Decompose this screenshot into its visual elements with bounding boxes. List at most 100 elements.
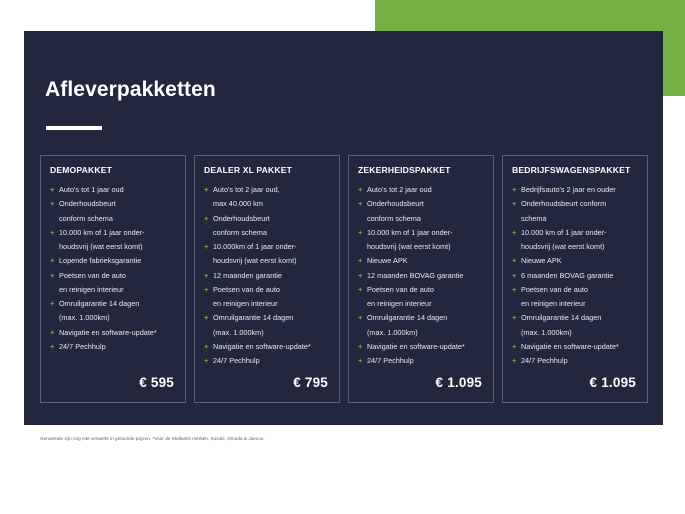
package-feature-label: Auto's tot 2 jaar oud: [367, 185, 432, 194]
package-feature-item: houdsvrij (wat eerst komt): [512, 241, 638, 252]
package-feature-label: Nieuwe APK: [521, 256, 562, 266]
package-feature-item: houdsvrij (wat eerst komt): [204, 255, 330, 266]
package-feature-label: Poetsen van de auto: [367, 284, 434, 294]
package-feature-item: + Onderhoudsbeurt: [50, 198, 176, 209]
package-feature-label: Onderhoudsbeurt: [367, 199, 424, 209]
package-feature-label: houdsvrij (wat eerst komt): [521, 242, 605, 252]
package-feature-list: + Auto's tot 2 jaar oud + Onderhoudsbeurt co…: [358, 184, 484, 369]
package-feature-label: Poetsen van de auto: [213, 284, 280, 294]
package-feature-item: conform schema: [204, 227, 330, 238]
package-feature-label: 24/7 Pechhulp: [521, 356, 568, 366]
package-feature-label: (max. 1.000km): [59, 313, 110, 323]
package-feature-label: 10.000 km of 1 jaar onder-: [521, 227, 607, 237]
plus-icon: +: [50, 299, 55, 309]
package-feature-label: Onderhoudsbeurt: [59, 199, 116, 209]
package-feature-item: +10.000 km of 1 jaar onder-: [512, 227, 638, 238]
package-feature-label: Navigatie en software-update*: [521, 341, 619, 351]
package-feature-label: en reinigen interieur: [521, 299, 586, 309]
plus-icon: +: [512, 270, 517, 280]
package-card[interactable]: DEMOPAKKET + Auto's tot 1 jaar oud + Onderho…: [40, 155, 186, 403]
package-feature-label: houdsvrij (wat eerst komt): [213, 256, 297, 266]
package-feature-label: conform schema: [59, 213, 113, 223]
package-feature-label: Omruilgarantie 14 dagen: [367, 313, 448, 323]
plus-icon: +: [358, 227, 363, 237]
plus-icon: +: [204, 313, 209, 323]
package-feature-item: (max. 1.000km): [50, 312, 176, 323]
plus-icon: +: [204, 242, 209, 252]
package-feature-item: + Poetsen van de auto: [512, 284, 638, 295]
package-feature-item: (max. 1.000km): [512, 327, 638, 338]
package-feature-label: houdsvrij (wat eerst komt): [59, 242, 143, 252]
title-underline-rule: [46, 126, 102, 130]
package-feature-item: + Onderhoudsbeurt conform: [512, 198, 638, 209]
package-feature-item: + Omruilgarantie 14 dagen: [512, 312, 638, 323]
package-feature-item: +6 maanden BOVAG garantie: [512, 270, 638, 281]
package-card[interactable]: BEDRIJFSWAGENSPAKKET + Bedrijfsauto's 2 ja…: [502, 155, 648, 403]
plus-icon: +: [358, 313, 363, 323]
package-feature-label: conform schema: [213, 227, 267, 237]
plus-icon: +: [50, 185, 55, 194]
plus-icon: +: [512, 284, 517, 294]
package-feature-label: en reinigen interieur: [59, 284, 124, 294]
package-feature-label: Lopende fabrieksgarantie: [59, 256, 142, 266]
page-title: Afleverpakketten: [45, 78, 216, 101]
package-feature-label: (max. 1.000km): [213, 327, 264, 337]
package-feature-item: + Auto's tot 1 jaar oud: [50, 184, 176, 195]
package-feature-item: + Omruilgarantie 14 dagen: [204, 312, 330, 323]
plus-icon: +: [50, 199, 55, 209]
package-card[interactable]: DEALER XL PAKKET + Auto's tot 2 jaar oud, m…: [194, 155, 340, 403]
package-feature-item: + Bedrijfsauto's 2 jaar en ouder: [512, 184, 638, 195]
package-feature-label: Onderhoudsbeurt conform: [521, 199, 607, 209]
package-feature-item: + Navigatie en software-update*: [358, 341, 484, 352]
package-feature-list: + Auto's tot 1 jaar oud + Onderhoudsbeurt co…: [50, 184, 176, 369]
plus-icon: +: [204, 341, 209, 351]
package-feature-item: (max. 1.000km): [204, 327, 330, 338]
plus-icon: +: [358, 185, 363, 194]
package-feature-item: + Nieuwe APK: [512, 255, 638, 266]
package-card-title: ZEKERHEIDSPAKKET: [358, 165, 451, 175]
package-feature-label: Poetsen van de auto: [521, 284, 588, 294]
package-feature-label: Auto's tot 2 jaar oud,: [213, 185, 280, 194]
package-feature-item: +24/7 Pechhulp: [358, 355, 484, 366]
plus-icon: +: [512, 313, 517, 323]
package-feature-item: max 40.000 km: [204, 198, 330, 209]
package-feature-label: 24/7 Pechhulp: [213, 356, 260, 366]
package-feature-item: + Navigatie en software-update*: [512, 341, 638, 352]
package-feature-label: Auto's tot 1 jaar oud: [59, 185, 124, 194]
plus-icon: +: [204, 284, 209, 294]
package-feature-label: conform schema: [367, 213, 421, 223]
package-card[interactable]: ZEKERHEIDSPAKKET + Auto's tot 2 jaar oud + O…: [348, 155, 494, 403]
package-feature-label: Onderhoudsbeurt: [213, 213, 270, 223]
package-feature-label: houdsvrij (wat eerst komt): [367, 242, 451, 252]
package-feature-item: + Onderhoudsbeurt: [358, 198, 484, 209]
package-feature-item: +10.000km of 1 jaar onder-: [204, 241, 330, 252]
plus-icon: +: [204, 213, 209, 223]
package-feature-item: + Lopende fabrieksgarantie: [50, 255, 176, 266]
package-feature-item: +10.000 km of 1 jaar onder-: [50, 227, 176, 238]
package-feature-item: schema: [512, 213, 638, 224]
plus-icon: +: [358, 356, 363, 366]
plus-icon: +: [204, 185, 209, 194]
package-feature-label: Nieuwe APK: [367, 256, 408, 266]
plus-icon: +: [512, 341, 517, 351]
package-feature-item: en reinigen interieur: [512, 298, 638, 309]
package-cards-row: DEMOPAKKET + Auto's tot 1 jaar oud + Onderho…: [40, 155, 648, 403]
package-feature-label: Omruilgarantie 14 dagen: [521, 313, 602, 323]
package-feature-label: 10.000 km of 1 jaar onder-: [367, 227, 453, 237]
package-feature-item: + Poetsen van de auto: [50, 270, 176, 281]
package-feature-item: en reinigen interieur: [50, 284, 176, 295]
package-feature-item: + Navigatie en software-update*: [204, 341, 330, 352]
package-feature-label: Navigatie en software-update*: [213, 341, 311, 351]
package-price: € 795: [293, 375, 328, 391]
package-feature-list: + Bedrijfsauto's 2 jaar en ouder + Onderhou…: [512, 184, 638, 369]
package-feature-list: + Auto's tot 2 jaar oud, max 40.000 km + Ond…: [204, 184, 330, 369]
package-card-title: DEMOPAKKET: [50, 165, 112, 175]
package-feature-item: conform schema: [358, 213, 484, 224]
package-card-title: DEALER XL PAKKET: [204, 165, 293, 175]
package-feature-label: en reinigen interieur: [367, 299, 432, 309]
package-feature-item: +12 maanden BOVAG garantie: [358, 270, 484, 281]
package-feature-item: houdsvrij (wat eerst komt): [358, 241, 484, 252]
plus-icon: +: [358, 284, 363, 294]
package-feature-item: + Omruilgarantie 14 dagen: [358, 312, 484, 323]
package-feature-item: +24/7 Pechhulp: [50, 341, 176, 352]
